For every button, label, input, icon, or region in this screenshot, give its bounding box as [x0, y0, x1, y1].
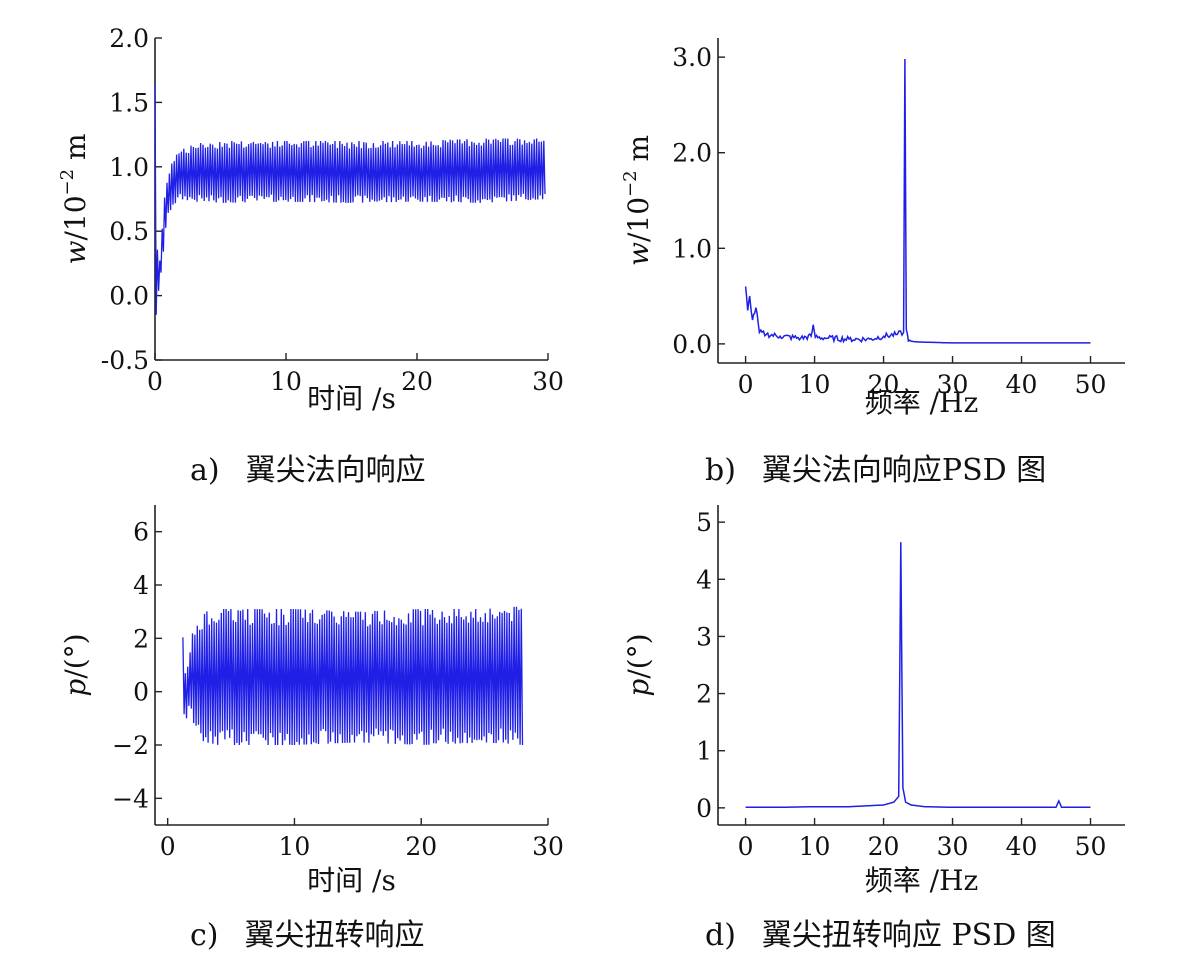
chart-a: 0 10 20 30 -0.5 0.0 0.5 1.0 1.5 2.0 时间 /s w/10−2 m — [57, 24, 564, 415]
y-tick-label: −2 — [112, 731, 149, 760]
series-line — [182, 606, 524, 746]
y-axis-label-var: w — [59, 241, 92, 265]
y-tick-label: 2.0 — [672, 139, 712, 168]
x-tick-label: 30 — [532, 367, 564, 396]
x-axis-label: 时间 /s — [307, 864, 396, 897]
y-axis-label: p/(°) — [59, 633, 92, 696]
series-line — [744, 58, 1091, 344]
y-tick-label: 4 — [133, 571, 149, 600]
y-tick-label: 1.5 — [109, 88, 149, 117]
x-tick-label: 10 — [279, 832, 311, 861]
chart-panel-c: 0 10 20 30 −4 −2 0 2 4 6 时间 /s p/(°) c) 翼尖扭转响应 — [0, 495, 600, 975]
chart-panel-d: 0 10 20 30 40 50 0 1 2 3 4 5 频率 /Hz p/(°) d) 翼尖扭转响应 PS… — [600, 495, 1200, 975]
y-axis-label-var: p — [59, 679, 92, 697]
series-line — [154, 84, 546, 315]
y-axis-label-text: /10 — [59, 195, 92, 240]
x-tick-label: 40 — [1006, 832, 1038, 861]
y-tick-label: 2 — [133, 624, 149, 653]
y-tick-label: −4 — [112, 784, 149, 813]
y-tick-label: 1 — [696, 737, 712, 766]
y-tick-label: 6 — [133, 518, 149, 547]
y-tick-label: 2 — [696, 680, 712, 709]
x-tick-label: 50 — [1075, 370, 1107, 399]
y-axis-label-var: p — [622, 679, 655, 697]
caption-a: a) 翼尖法向响应 — [190, 445, 452, 489]
y-axis-label-text: /10 — [622, 197, 655, 242]
y-tick-label: 1.0 — [672, 234, 712, 263]
x-tick-label: 0 — [160, 832, 176, 861]
caption-c: c) 翼尖扭转响应 — [190, 910, 451, 954]
series-line — [745, 542, 1091, 809]
y-tick-label: 1.0 — [109, 153, 149, 182]
y-tick-label: 5 — [696, 508, 712, 537]
y-axis-label-unit: m — [59, 133, 92, 168]
y-axis-label-unit: m — [622, 135, 655, 170]
caption-b: b) 翼尖法向响应PSD 图 — [705, 445, 1072, 489]
y-axis-label-exponent: −2 — [57, 169, 78, 196]
x-axis-label: 频率 /Hz — [865, 386, 979, 419]
y-tick-label: 3.0 — [672, 43, 712, 72]
x-tick-label: 10 — [270, 367, 302, 396]
x-tick-label: 0 — [738, 832, 754, 861]
chart-b: 0 10 20 30 40 50 0.0 1.0 2.0 3.0 频率 /Hz w/10−2 m — [620, 38, 1125, 419]
y-tick-label: 4 — [696, 565, 712, 594]
y-tick-label: 0.5 — [109, 217, 149, 246]
y-axis-label-text: /(°) — [622, 633, 655, 678]
y-axis-label: w/10−2 m — [57, 133, 92, 264]
caption-a-text: 翼尖法向响应 — [245, 453, 426, 488]
x-axis-label: 时间 /s — [307, 382, 396, 415]
y-tick-label: 0.0 — [672, 330, 712, 359]
caption-d: d) 翼尖扭转响应 PSD 图 — [705, 910, 1082, 954]
x-tick-label: 30 — [937, 370, 969, 399]
x-tick-label: 30 — [532, 832, 564, 861]
y-axis-label-text: /(°) — [59, 633, 92, 678]
y-tick-label: 0.0 — [109, 282, 149, 311]
x-tick-label: 20 — [401, 367, 433, 396]
x-tick-label: 40 — [1006, 370, 1038, 399]
x-tick-label: 0 — [147, 367, 163, 396]
y-tick-label: 3 — [696, 622, 712, 651]
caption-a-letter: a) — [190, 453, 220, 488]
caption-c-letter: c) — [190, 918, 219, 953]
chart-panel-a: 0 10 20 30 -0.5 0.0 0.5 1.0 1.5 2.0 时间 /s w/10−2 m … — [0, 0, 600, 495]
x-tick-label: 10 — [799, 832, 831, 861]
chart-panel-b: 0 10 20 30 40 50 0.0 1.0 2.0 3.0 频率 /Hz w/10−2 m b)… — [600, 0, 1200, 495]
x-tick-label: 20 — [868, 370, 900, 399]
x-tick-label: 20 — [405, 832, 437, 861]
x-tick-label: 0 — [738, 370, 754, 399]
y-tick-label: 0 — [696, 794, 712, 823]
y-tick-label: 0 — [133, 678, 149, 707]
y-axis-label-exponent: −2 — [620, 170, 641, 197]
caption-d-letter: d) — [705, 918, 736, 953]
x-tick-label: 30 — [937, 832, 969, 861]
caption-c-text: 翼尖扭转响应 — [244, 918, 425, 953]
caption-b-text: 翼尖法向响应PSD 图 — [761, 453, 1047, 488]
y-axis-label-var: w — [622, 242, 655, 266]
caption-d-text: 翼尖扭转响应 PSD 图 — [761, 918, 1056, 953]
chart-d: 0 10 20 30 40 50 0 1 2 3 4 5 频率 /Hz p/(°) — [622, 505, 1125, 897]
x-axis-label: 频率 /Hz — [865, 864, 979, 897]
x-tick-label: 20 — [868, 832, 900, 861]
y-axis-label: p/(°) — [622, 633, 655, 696]
y-tick-label: -0.5 — [101, 346, 149, 375]
x-tick-label: 10 — [799, 370, 831, 399]
caption-b-letter: b) — [705, 453, 736, 488]
y-axis-label: w/10−2 m — [620, 135, 655, 266]
y-tick-label: 2.0 — [109, 24, 149, 53]
x-tick-label: 50 — [1075, 832, 1107, 861]
chart-c: 0 10 20 30 −4 −2 0 2 4 6 时间 /s p/(°) — [59, 505, 564, 897]
